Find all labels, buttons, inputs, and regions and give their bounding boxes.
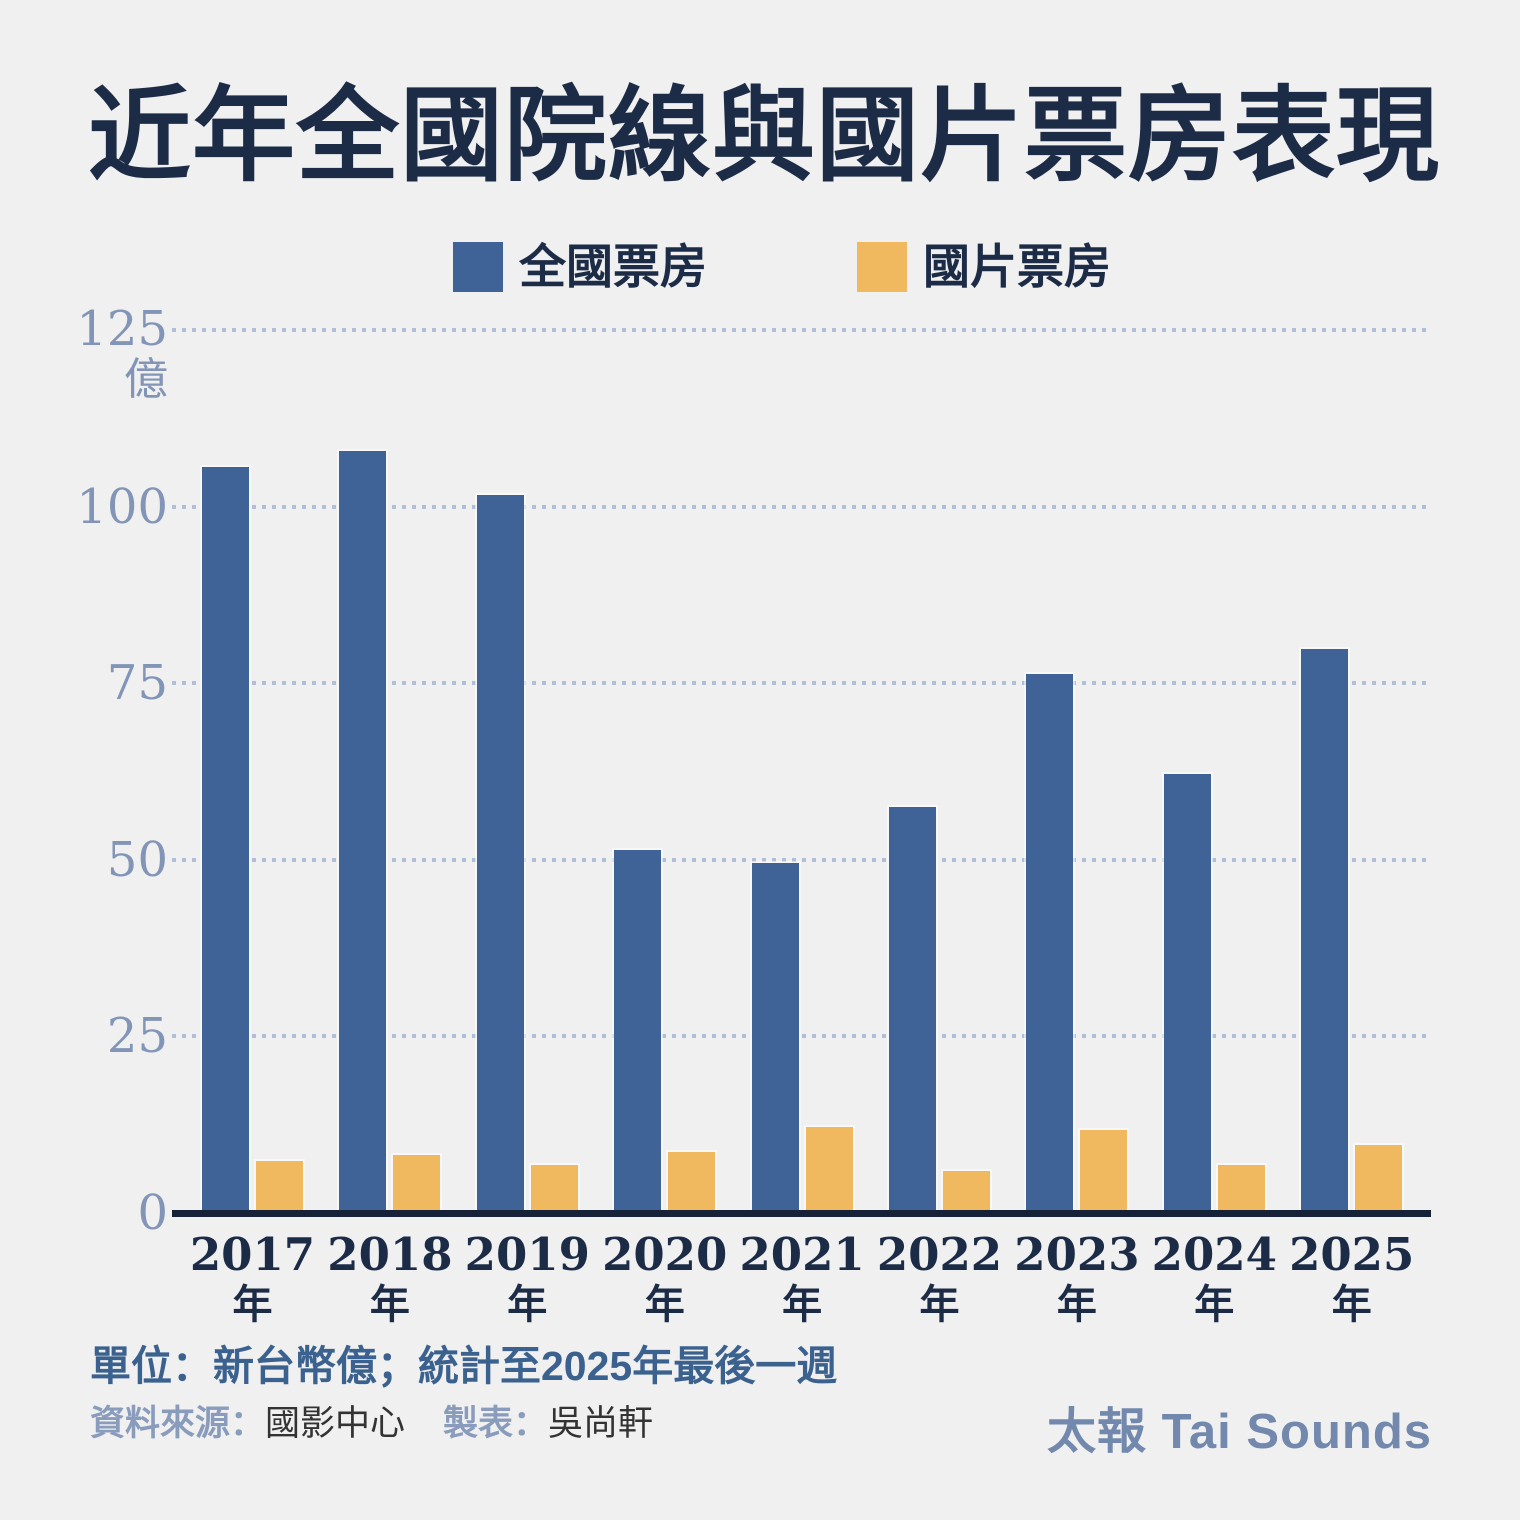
x-tick-year: 2019 (464, 1228, 590, 1281)
bar-domestic-2020 (666, 1149, 718, 1216)
legend-swatch-domestic (857, 242, 907, 292)
x-tick-suffix: 年 (369, 1283, 410, 1327)
x-tick-suffix: 年 (919, 1283, 960, 1327)
x-tick-2017: 2017 年 (183, 1230, 323, 1330)
x-tick-2022: 2022 年 (870, 1230, 1010, 1330)
y-tick-25: 25 (106, 1008, 168, 1065)
x-tick-year: 2018 (327, 1228, 453, 1281)
y-tick-value: 125 (76, 301, 168, 357)
x-tick-year: 2024 (1151, 1228, 1277, 1281)
bar-national-2020 (612, 847, 664, 1216)
gridline-75 (172, 681, 1431, 686)
legend: 全國票房 國片票房 (453, 242, 1111, 292)
bar-domestic-2019 (528, 1162, 580, 1216)
legend-label-domestic: 國片票房 (923, 240, 1111, 293)
x-tick-suffix: 年 (1331, 1283, 1372, 1327)
x-tick-2023: 2023 年 (1007, 1230, 1147, 1330)
bar-domestic-2022 (941, 1168, 992, 1216)
chart-title: 近年全國院線與國片票房表現 (88, 78, 1440, 193)
legend-item-domestic: 國片票房 (857, 242, 1111, 292)
gridline-125 (172, 328, 1431, 332)
bar-national-2018 (337, 448, 389, 1216)
x-axis-line (172, 1210, 1431, 1217)
credit-label: 製表： (443, 1404, 549, 1443)
x-tick-2020: 2020 年 (595, 1230, 735, 1330)
x-tick-suffix: 年 (644, 1283, 685, 1327)
source-label: 資料來源： (90, 1404, 266, 1443)
y-tick-125: 125 億 (76, 303, 168, 405)
gridline-50 (172, 857, 1431, 862)
unit-note: 單位：新台幣億；統計至2025年最後一週 (90, 1343, 838, 1389)
y-tick-0: 0 (137, 1185, 168, 1241)
x-tick-2018: 2018 年 (320, 1230, 460, 1330)
x-tick-2024: 2024 年 (1144, 1230, 1284, 1330)
x-tick-year: 2017 (189, 1228, 316, 1281)
bar-national-2021 (749, 860, 801, 1216)
gridline-100 (172, 504, 1431, 509)
source-line: 資料來源：國影中心 製表：吳尚軒 (90, 1403, 653, 1445)
x-tick-year: 2020 (602, 1228, 728, 1281)
source-value: 國影中心 (265, 1404, 406, 1443)
x-tick-year: 2025 (1289, 1228, 1415, 1281)
legend-item-national: 全國票房 (453, 242, 707, 292)
x-tick-suffix: 年 (1056, 1283, 1097, 1327)
bar-domestic-2025 (1353, 1143, 1405, 1215)
bar-national-2024 (1161, 771, 1213, 1216)
bar-chart-plot-area (172, 328, 1431, 1216)
x-tick-suffix: 年 (232, 1283, 273, 1327)
x-tick-suffix: 年 (1194, 1283, 1235, 1327)
bar-domestic-2017 (254, 1158, 305, 1216)
bar-national-2017 (200, 465, 251, 1215)
bar-national-2023 (1024, 672, 1076, 1215)
x-tick-2025: 2025 年 (1282, 1230, 1422, 1330)
legend-label-national: 全國票房 (519, 240, 707, 293)
gridline-25 (172, 1034, 1431, 1039)
legend-swatch-national (453, 242, 503, 292)
brand-logo: 太報 Tai Sounds (1046, 1405, 1432, 1459)
x-tick-suffix: 年 (782, 1283, 823, 1327)
y-axis-unit: 億 (124, 355, 168, 404)
bar-national-2025 (1299, 647, 1351, 1215)
x-tick-suffix: 年 (507, 1283, 548, 1327)
bar-domestic-2021 (803, 1124, 855, 1216)
x-tick-year: 2022 (876, 1228, 1003, 1281)
bar-national-2022 (887, 804, 938, 1216)
x-tick-2019: 2019 年 (457, 1230, 597, 1330)
x-tick-2021: 2021 年 (732, 1230, 872, 1330)
credit-value: 吳尚軒 (548, 1404, 654, 1443)
x-tick-year: 2023 (1014, 1228, 1140, 1281)
bar-domestic-2018 (391, 1153, 443, 1215)
y-tick-50: 50 (106, 831, 168, 888)
bar-national-2019 (474, 493, 526, 1215)
y-tick-75: 75 (106, 655, 168, 712)
bar-domestic-2024 (1215, 1162, 1267, 1216)
x-tick-year: 2021 (739, 1228, 865, 1281)
y-tick-100: 100 (76, 478, 168, 535)
bar-domestic-2023 (1078, 1128, 1130, 1215)
